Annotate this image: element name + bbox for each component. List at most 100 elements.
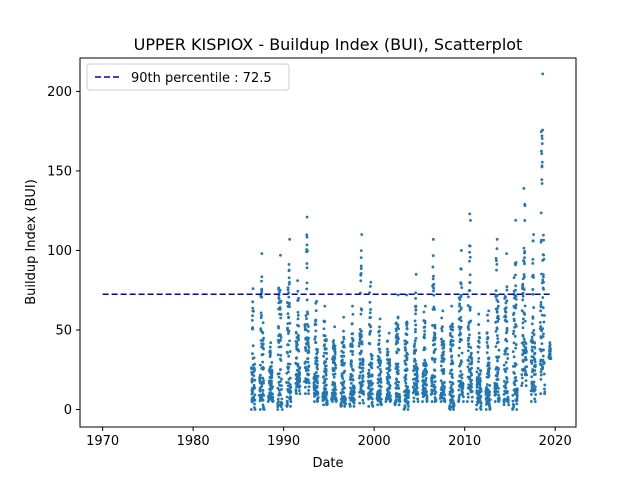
data-point — [424, 361, 427, 365]
data-point — [542, 288, 546, 291]
data-point — [368, 311, 372, 315]
data-point — [396, 365, 400, 369]
data-point — [305, 235, 309, 239]
y-tick-label: 150 — [47, 164, 72, 179]
data-point — [414, 362, 418, 366]
data-point — [476, 350, 480, 354]
data-point — [249, 408, 253, 411]
data-point — [306, 329, 310, 333]
data-point — [287, 365, 291, 369]
data-point — [403, 404, 407, 408]
data-point — [387, 373, 390, 377]
data-point — [533, 365, 537, 369]
data-point — [334, 388, 338, 392]
data-point — [289, 395, 292, 399]
data-point — [497, 386, 500, 390]
data-point — [531, 239, 535, 243]
data-point — [439, 364, 443, 368]
data-point — [442, 343, 446, 347]
data-point — [307, 381, 311, 385]
data-point — [251, 390, 255, 394]
data-point — [459, 316, 463, 319]
data-point — [376, 365, 380, 369]
data-point — [467, 295, 470, 299]
data-point — [540, 313, 544, 317]
data-point — [306, 378, 310, 382]
data-point — [397, 327, 401, 331]
data-point — [253, 402, 256, 406]
data-point — [352, 401, 356, 405]
data-point — [288, 376, 292, 380]
data-point — [351, 353, 355, 356]
data-point — [296, 298, 300, 302]
data-point — [485, 351, 489, 355]
data-point — [520, 384, 524, 388]
x-tick-label: 1980 — [177, 434, 210, 449]
data-point — [251, 352, 254, 356]
data-point — [370, 397, 374, 401]
data-point — [334, 366, 337, 370]
data-point — [252, 395, 256, 399]
data-point — [314, 329, 318, 333]
data-point — [303, 324, 307, 328]
data-point — [488, 384, 492, 387]
data-point — [279, 333, 282, 337]
data-point — [278, 291, 281, 294]
data-point — [251, 300, 255, 304]
data-point — [368, 284, 372, 288]
x-tick-label: 1970 — [86, 434, 119, 449]
data-point — [286, 403, 289, 406]
data-point — [533, 352, 536, 356]
data-point — [388, 363, 392, 367]
data-point — [359, 272, 363, 275]
data-point — [514, 375, 518, 379]
data-point — [458, 302, 461, 306]
data-point — [461, 382, 465, 386]
data-point — [351, 332, 354, 336]
data-point — [307, 392, 310, 395]
data-point — [514, 294, 518, 298]
data-point — [304, 360, 308, 364]
data-point — [322, 354, 326, 358]
data-point — [313, 322, 317, 326]
data-point — [539, 301, 543, 304]
data-point — [520, 373, 524, 376]
data-point — [525, 373, 529, 377]
data-point — [370, 354, 374, 358]
data-point — [504, 306, 508, 310]
data-point — [279, 353, 283, 357]
data-point — [287, 315, 290, 319]
data-point — [423, 336, 426, 340]
data-point — [425, 363, 428, 367]
data-point — [515, 393, 519, 397]
data-point — [377, 356, 381, 360]
data-point — [344, 402, 348, 406]
data-point — [378, 364, 382, 367]
data-point — [324, 372, 328, 375]
data-point — [540, 160, 544, 164]
data-point — [496, 390, 500, 394]
data-point — [358, 401, 362, 405]
data-point — [541, 358, 545, 362]
data-point — [397, 403, 401, 407]
data-point — [369, 308, 372, 311]
data-point — [297, 367, 301, 371]
data-point — [496, 314, 500, 318]
data-point — [542, 238, 546, 242]
data-point — [469, 319, 473, 323]
data-point — [305, 287, 309, 291]
data-point — [514, 297, 518, 301]
data-point — [397, 337, 400, 341]
data-point — [487, 367, 491, 371]
data-point — [478, 372, 482, 376]
data-point — [280, 397, 284, 401]
data-point — [521, 360, 525, 363]
data-point — [496, 340, 500, 344]
data-point — [378, 317, 382, 321]
data-point — [305, 322, 309, 326]
data-point — [432, 289, 435, 293]
data-point — [323, 380, 327, 384]
data-point — [333, 344, 337, 348]
data-point — [315, 363, 319, 367]
data-point — [358, 338, 362, 342]
